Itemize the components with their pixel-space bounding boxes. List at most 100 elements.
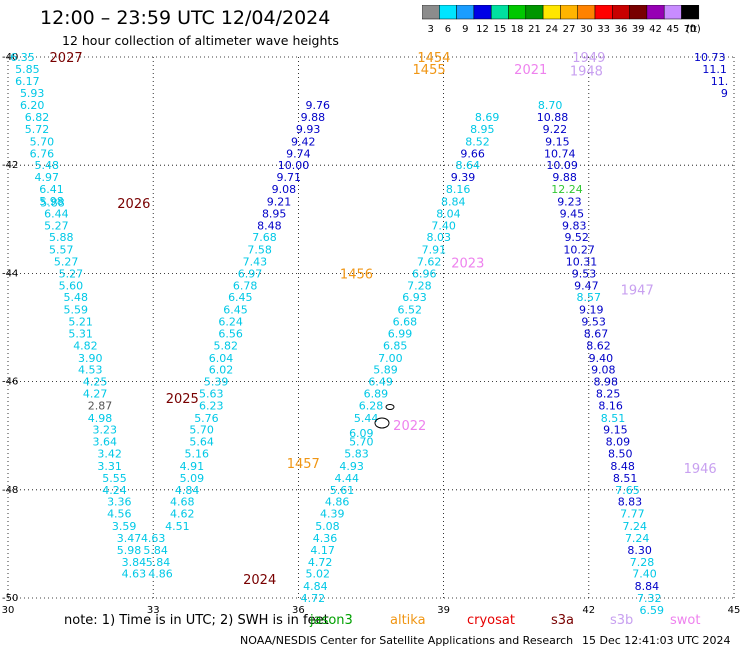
wave-height-value: 6.78 bbox=[233, 279, 258, 292]
wave-height-value: 6.24 bbox=[218, 316, 243, 329]
wave-height-value: 5.08 bbox=[315, 520, 340, 533]
wave-height-value: 11. bbox=[711, 75, 729, 88]
wave-height-value: 10.74 bbox=[544, 147, 576, 160]
wave-height-value: 5.27 bbox=[54, 255, 79, 268]
wave-height-value: 4.27 bbox=[83, 388, 108, 401]
wave-height-value: 7.40 bbox=[431, 219, 456, 232]
wave-height-value: 4.82 bbox=[73, 339, 98, 352]
colorbar-label: 27 bbox=[563, 24, 576, 35]
colorbar-label: 42 bbox=[649, 24, 662, 35]
wave-height-value: 6.76 bbox=[30, 147, 55, 160]
colorbar-label: 9 bbox=[462, 24, 468, 35]
wave-height-value: 6.02 bbox=[209, 364, 234, 377]
wave-height-value: 9.88 bbox=[552, 171, 577, 184]
wave-height-value: 4.63 bbox=[141, 532, 166, 545]
wave-height-value: 4.62 bbox=[170, 508, 195, 521]
wave-height-value: 5.63 bbox=[199, 388, 224, 401]
wave-height-value: 5.44 bbox=[354, 412, 379, 425]
colorbar-label: 45 bbox=[666, 24, 679, 35]
wave-height-value: 3.90 bbox=[78, 352, 103, 365]
wave-height-value: 5.61 bbox=[330, 484, 355, 497]
legend-item-cryosat: cryosat bbox=[467, 613, 515, 628]
wave-height-value: 5.31 bbox=[68, 327, 93, 340]
wave-height-value: 5.93 bbox=[20, 87, 45, 100]
wave-height-value: 5.27 bbox=[59, 267, 84, 280]
wave-height-value: 8.25 bbox=[596, 388, 621, 401]
lat-tick-label: -42 bbox=[2, 160, 18, 171]
wave-height-value: 5.88 bbox=[40, 197, 65, 210]
lon-tick-label: 30 bbox=[2, 605, 15, 616]
wave-height-value: 6.23 bbox=[199, 399, 224, 412]
wave-height-value: 8.84 bbox=[635, 580, 660, 593]
wave-height-value: 4.36 bbox=[313, 532, 338, 545]
footer-credit: NOAA/NESDIS Center for Satellite Applica… bbox=[240, 634, 574, 647]
wave-height-value: 4.53 bbox=[78, 364, 103, 377]
wave-height-value: 5.64 bbox=[189, 436, 214, 449]
pass-number-label: 1947 bbox=[621, 284, 654, 299]
wave-height-value: 5.98 bbox=[39, 195, 64, 208]
pass-number-label: 1946 bbox=[684, 462, 717, 477]
wave-height-value: 10.09 bbox=[546, 159, 578, 172]
island-small bbox=[385, 404, 395, 410]
wave-height-value: 4.68 bbox=[170, 496, 195, 509]
colorbar-swatch bbox=[681, 5, 700, 20]
wave-height-value: 10.27 bbox=[563, 244, 595, 257]
wave-height-value: 5.60 bbox=[59, 279, 84, 292]
wave-height-value: 9.66 bbox=[460, 147, 485, 160]
lon-tick-label: 39 bbox=[437, 605, 450, 616]
wave-height-value: 5.70 bbox=[30, 135, 55, 148]
wave-height-value: 9.53 bbox=[572, 267, 597, 280]
wave-height-value: 3.64 bbox=[93, 436, 118, 449]
wave-height-value: 6.28 bbox=[359, 399, 384, 412]
colorbar-label: 21 bbox=[528, 24, 541, 35]
wave-height-value: 9.74 bbox=[286, 147, 311, 160]
wave-height-value: 8.62 bbox=[586, 339, 611, 352]
wave-height-value: 5.85 bbox=[15, 63, 40, 76]
island-large bbox=[374, 417, 390, 429]
lat-tick-label: -40 bbox=[2, 52, 18, 63]
wave-height-value: 5.59 bbox=[64, 304, 89, 317]
wave-height-value: 5.39 bbox=[204, 376, 229, 389]
lat-tick-label: -44 bbox=[2, 268, 18, 279]
wave-height-value: 8.51 bbox=[613, 472, 638, 485]
wave-height-value: 7.24 bbox=[625, 532, 650, 545]
wave-height-value: 9.93 bbox=[296, 123, 321, 136]
wave-height-value: 9.22 bbox=[543, 123, 568, 136]
wave-height-value: 6.59 bbox=[639, 604, 664, 617]
colorbar-label: 6 bbox=[445, 24, 451, 35]
wave-height-value: 7.24 bbox=[623, 520, 648, 533]
wave-height-value: 8.67 bbox=[584, 327, 609, 340]
footer-timestamp: 15 Dec 12:41:03 UTC 2024 bbox=[582, 634, 731, 647]
wave-height-value: 6.49 bbox=[368, 376, 393, 389]
wave-height-value: 3.23 bbox=[93, 424, 118, 437]
wave-height-value: 8.48 bbox=[610, 460, 635, 473]
wave-height-value: 4.25 bbox=[83, 376, 108, 389]
wave-height-value: 5.02 bbox=[306, 568, 331, 581]
wave-height-value: 5.83 bbox=[344, 448, 369, 461]
pass-number-label: 2026 bbox=[117, 197, 150, 212]
wave-height-value: 5.84 bbox=[143, 544, 168, 557]
wave-height-value: 6.17 bbox=[15, 75, 40, 88]
wave-height-value: 7.00 bbox=[378, 352, 403, 365]
pass-number-label: 1949 bbox=[572, 51, 605, 66]
wave-height-value: 7.58 bbox=[247, 244, 272, 257]
colorbar-label: 24 bbox=[545, 24, 558, 35]
wave-height-value: 6.04 bbox=[209, 352, 234, 365]
wave-height-value: 7.77 bbox=[620, 508, 645, 521]
pass-number-label: 2025 bbox=[166, 392, 199, 407]
map-grid bbox=[8, 57, 734, 598]
wave-height-value: 6.82 bbox=[25, 111, 50, 124]
wave-height-value: 4.63 bbox=[122, 568, 147, 581]
wave-height-value: 6.52 bbox=[397, 304, 422, 317]
wave-height-value: 7.65 bbox=[615, 484, 640, 497]
wave-height-value: 3.47 bbox=[117, 532, 142, 545]
footer-note: note: 1) Time is in UTC; 2) SWH is in fe… bbox=[64, 613, 329, 628]
wave-height-value: 6.56 bbox=[218, 327, 243, 340]
map-frame bbox=[7, 56, 735, 599]
wave-height-value: 10.73 bbox=[694, 51, 726, 64]
colorbar-label: 33 bbox=[597, 24, 610, 35]
wave-height-value: 8.04 bbox=[436, 207, 461, 220]
wave-height-value: 5.09 bbox=[180, 472, 205, 485]
